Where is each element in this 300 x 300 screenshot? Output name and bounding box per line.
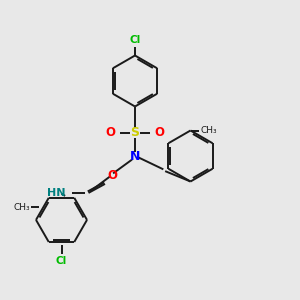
Text: O: O (107, 169, 117, 182)
Text: O: O (106, 126, 116, 140)
Text: HN: HN (47, 188, 65, 198)
Text: CH₃: CH₃ (13, 203, 30, 212)
Text: Cl: Cl (129, 35, 141, 45)
Text: CH₃: CH₃ (200, 126, 217, 135)
Text: N: N (130, 149, 140, 163)
Text: Cl: Cl (56, 256, 67, 266)
Text: S: S (130, 126, 140, 140)
Text: O: O (154, 126, 164, 140)
